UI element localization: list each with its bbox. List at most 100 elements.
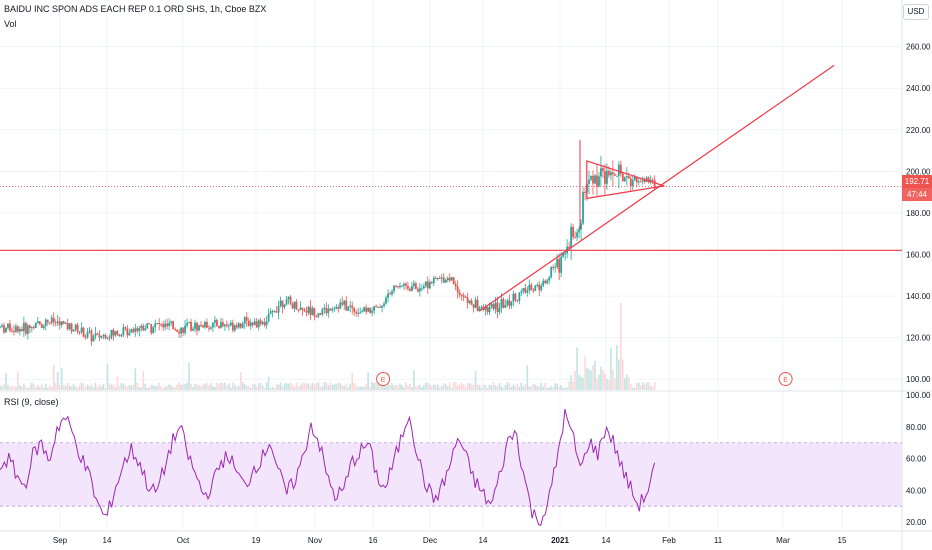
candle-body — [480, 306, 483, 308]
volume-bar — [112, 384, 115, 390]
candle-body — [454, 284, 457, 287]
volume-bar — [337, 382, 340, 390]
volume-bar — [172, 387, 174, 390]
candle-body — [297, 309, 300, 311]
countdown-badge: 47:44 — [902, 188, 932, 201]
volume-bar — [377, 383, 379, 390]
volume-bar — [500, 386, 503, 390]
candle-body — [257, 320, 260, 328]
volume-bar — [327, 385, 330, 390]
volume-bar — [371, 382, 373, 390]
candle-body — [639, 181, 642, 183]
currency-button[interactable]: USD — [903, 4, 929, 20]
volume-bar — [136, 382, 139, 390]
volume-bar — [612, 369, 614, 390]
volume-bar — [86, 384, 89, 390]
volume-bar — [68, 385, 71, 390]
candle-body — [261, 321, 264, 324]
volume-bar — [13, 386, 15, 390]
volume-bar — [504, 384, 507, 390]
volume-bar — [349, 384, 352, 390]
candle-body — [403, 283, 405, 286]
candle-body — [170, 321, 173, 323]
volume-bar — [333, 384, 336, 390]
candle-body — [243, 317, 246, 324]
volume-bar — [383, 385, 385, 390]
candle-body — [58, 321, 61, 326]
volume-legend[interactable]: Vol — [4, 19, 17, 29]
candle-body — [530, 284, 533, 291]
volume-bar — [631, 387, 634, 390]
volume-bar — [23, 383, 25, 390]
volume-bar — [295, 382, 298, 390]
volume-bar — [162, 387, 164, 390]
candle-body — [180, 327, 182, 334]
volume-bar — [528, 386, 531, 390]
volume-bar — [200, 386, 202, 390]
candle-body — [108, 337, 111, 339]
candle-body — [389, 293, 391, 295]
volume-bar — [365, 384, 367, 390]
candle-body — [584, 191, 586, 193]
volume-bar — [429, 384, 431, 390]
candle-body — [321, 309, 324, 315]
candle-body — [488, 306, 491, 313]
volume-bar — [552, 387, 554, 390]
candle-body — [202, 325, 204, 328]
volume-bar — [580, 376, 582, 390]
candle-body — [462, 295, 465, 298]
price-tick-label: 200.00 — [906, 167, 931, 176]
volume-bar — [345, 383, 348, 390]
rsi-legend[interactable]: RSI (9, close) — [4, 397, 59, 407]
volume-bar — [309, 385, 312, 390]
volume-bar — [255, 386, 258, 390]
candle-body — [96, 333, 99, 335]
candle-body — [112, 329, 115, 336]
volume-bar — [220, 382, 222, 390]
candle-body — [492, 304, 495, 310]
volume-bar — [359, 386, 361, 390]
candle-body — [98, 334, 101, 338]
candle-body — [486, 306, 489, 313]
volume-bar — [232, 382, 234, 390]
candle-body — [335, 307, 338, 309]
volume-bar — [78, 385, 81, 390]
volume-bar — [138, 386, 141, 390]
volume-bar — [524, 384, 527, 390]
volume-bar — [492, 382, 495, 390]
candle-body — [22, 322, 25, 332]
candle-body — [641, 180, 644, 182]
rsi-series — [0, 408, 656, 526]
volume-bar — [355, 385, 357, 390]
candle-body — [464, 297, 467, 299]
volume-bar — [508, 383, 511, 390]
candle-body — [401, 285, 403, 287]
candle-body — [337, 307, 340, 309]
candle-body — [331, 309, 334, 311]
candle-body — [369, 307, 372, 313]
volume-bar — [303, 382, 306, 390]
volume-bar — [568, 381, 570, 390]
volume-bar — [586, 367, 588, 390]
volume-bar — [60, 367, 63, 390]
candle-body — [54, 322, 57, 324]
volume-bar — [17, 371, 19, 390]
symbol-legend[interactable]: BAIDU INC SPON ADS EACH REP 0.1 ORD SHS,… — [4, 4, 267, 14]
candle-body — [608, 170, 610, 176]
candle-body — [150, 323, 153, 334]
candle-body — [263, 321, 266, 326]
candle-body — [468, 300, 471, 304]
volume-bar — [188, 362, 190, 390]
volume-bar — [633, 387, 636, 390]
candle-body — [241, 323, 244, 328]
volume-bar — [516, 383, 519, 390]
candle-body — [182, 327, 184, 333]
candle-body — [478, 307, 481, 312]
candle-body — [387, 293, 389, 298]
volume-bar — [58, 384, 61, 390]
candle-body — [343, 300, 346, 305]
volume-bar — [616, 344, 618, 390]
volume-bar — [92, 387, 95, 390]
volume-bar — [56, 371, 59, 390]
